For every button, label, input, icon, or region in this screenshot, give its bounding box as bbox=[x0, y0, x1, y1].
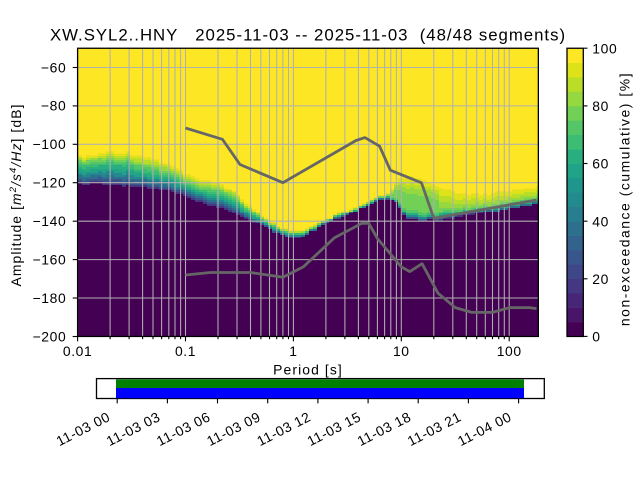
svg-text:non-exceedance (cumulative) [%: non-exceedance (cumulative) [%] bbox=[617, 72, 633, 326]
svg-text:XW.SYL2..HNY 2025-11-03 -- 2: XW.SYL2..HNY 2025-11-03 -- 2025-11-03 (4… bbox=[50, 25, 566, 44]
svg-text:0.1: 0.1 bbox=[175, 343, 196, 359]
svg-text:−140: −140 bbox=[33, 213, 67, 229]
svg-text:−60: −60 bbox=[41, 59, 66, 75]
svg-text:0: 0 bbox=[592, 329, 600, 345]
svg-text:60: 60 bbox=[592, 156, 609, 172]
svg-text:−200: −200 bbox=[33, 328, 67, 344]
svg-text:−80: −80 bbox=[41, 98, 66, 114]
svg-text:−100: −100 bbox=[33, 136, 67, 152]
svg-text:0.01: 0.01 bbox=[63, 343, 92, 359]
svg-text:−120: −120 bbox=[33, 175, 67, 191]
svg-text:−180: −180 bbox=[33, 290, 67, 306]
svg-text:100: 100 bbox=[592, 41, 617, 57]
svg-text:1: 1 bbox=[289, 343, 297, 359]
svg-text:100: 100 bbox=[497, 343, 522, 359]
svg-text:20: 20 bbox=[592, 271, 609, 287]
svg-text:Period [s]: Period [s] bbox=[273, 361, 343, 377]
svg-text:40: 40 bbox=[592, 213, 609, 229]
svg-text:Amplitude [m2/s4/Hz] [dB]: Amplitude [m2/s4/Hz] [dB] bbox=[7, 103, 24, 286]
svg-text:80: 80 bbox=[592, 98, 609, 114]
svg-text:10: 10 bbox=[393, 343, 410, 359]
svg-text:−160: −160 bbox=[33, 251, 67, 267]
